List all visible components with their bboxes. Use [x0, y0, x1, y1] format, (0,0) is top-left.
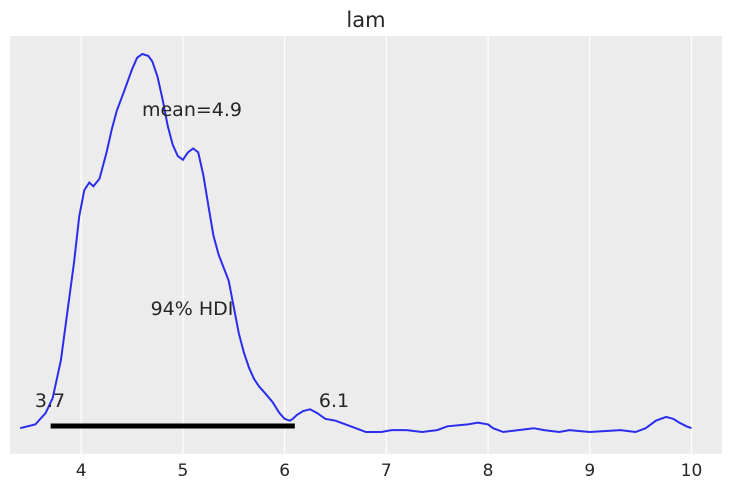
x-tick-label: 10	[681, 461, 703, 481]
x-tick-label: 6	[279, 461, 290, 481]
x-tick-label: 5	[178, 461, 189, 481]
x-axis: 4 5 6 7 8 9 10	[76, 461, 703, 481]
plot-area	[10, 36, 722, 454]
x-tick-label: 8	[483, 461, 494, 481]
chart-title: lam	[346, 8, 385, 32]
x-tick-label: 9	[584, 461, 595, 481]
density-line	[19, 52, 692, 434]
hdi-label: 94% HDI	[151, 298, 234, 320]
mean-label: mean=4.9	[142, 99, 242, 121]
grid-lines	[80, 36, 693, 454]
x-tick-label: 4	[76, 461, 87, 481]
x-tick-label: 7	[381, 461, 392, 481]
hdi-high-label: 6.1	[319, 390, 349, 412]
hdi-low-label: 3.7	[35, 390, 65, 412]
